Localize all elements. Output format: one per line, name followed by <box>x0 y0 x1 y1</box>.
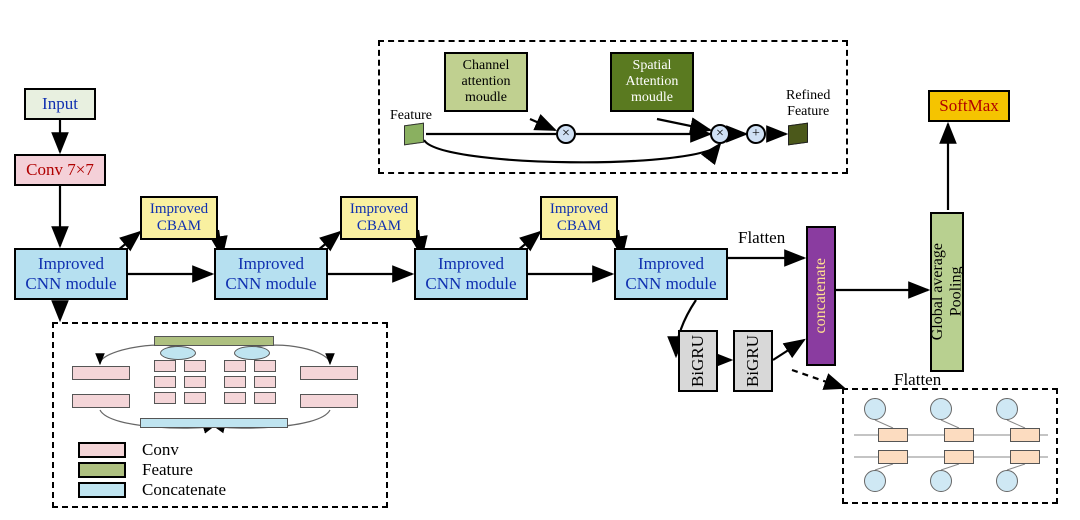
birgu-r2 <box>944 428 974 442</box>
cnn-module-3-label: Improved CNN module <box>425 254 516 293</box>
cbam-3: Improved CBAM <box>540 196 618 240</box>
refined-cube <box>788 123 808 146</box>
birgu-n4 <box>864 470 886 492</box>
softmax-block: SoftMax <box>928 90 1010 122</box>
mini-conv-c4 <box>184 360 206 372</box>
legend-feature-swatch <box>78 462 126 478</box>
mini-conv-c1 <box>154 360 176 372</box>
feature-label: Feature <box>390 108 432 124</box>
mini-conv-d6 <box>254 392 276 404</box>
channel-attention-module: Channel attention moudle <box>444 52 528 112</box>
mini-concat <box>140 418 288 428</box>
flatten-label-top: Flatten <box>738 228 785 248</box>
input-label: Input <box>42 94 78 114</box>
global-avg-pool-label: Global average Pooling <box>929 243 966 340</box>
concatenate-block: concatenate <box>806 226 836 366</box>
birgu-n6 <box>996 470 1018 492</box>
birgu-n2 <box>930 398 952 420</box>
birgu-r5 <box>944 450 974 464</box>
legend-concat-label: Concatenate <box>142 480 226 500</box>
mini-ellipse-1 <box>160 346 196 360</box>
cnn-module-1: Improved CNN module <box>14 248 128 300</box>
mini-conv-f <box>300 394 358 408</box>
mini-ellipse-2 <box>234 346 270 360</box>
mini-conv-c5 <box>184 376 206 388</box>
cbam-2-label: Improved CBAM <box>350 201 408 236</box>
cbam-1-label: Improved CBAM <box>150 201 208 236</box>
spatial-attention-label: Spatial Attention moudle <box>626 58 679 106</box>
birgu-n5 <box>930 470 952 492</box>
legend-conv-swatch <box>78 442 126 458</box>
mini-conv-c3 <box>154 392 176 404</box>
mini-conv-d4 <box>254 360 276 372</box>
cbam-2: Improved CBAM <box>340 196 418 240</box>
mini-conv-d2 <box>224 376 246 388</box>
cbam-1: Improved CBAM <box>140 196 218 240</box>
cbam-3-label: Improved CBAM <box>550 201 608 236</box>
concatenate-label: concatenate <box>812 258 830 334</box>
channel-attention-label: Channel attention moudle <box>462 58 511 106</box>
cnn-module-1-label: Improved CNN module <box>25 254 116 293</box>
mini-conv-c2 <box>154 376 176 388</box>
legend-concat-swatch <box>78 482 126 498</box>
bigru-2: BiGRU <box>733 330 773 392</box>
cnn-module-2-label: Improved CNN module <box>225 254 316 293</box>
mini-conv-d5 <box>254 376 276 388</box>
birgu-n1 <box>864 398 886 420</box>
legend-feature-label: Feature <box>142 460 193 480</box>
bigru-1: BiGRU <box>678 330 718 392</box>
cnn-module-3: Improved CNN module <box>414 248 528 300</box>
mini-conv-a <box>72 366 130 380</box>
cnn-module-4-label: Improved CNN module <box>625 254 716 293</box>
softmax-label: SoftMax <box>939 96 999 116</box>
multiply-op-1: × <box>556 124 576 144</box>
refined-feature-label: Refined Feature <box>786 88 830 120</box>
mini-conv-c6 <box>184 392 206 404</box>
global-avg-pool: Global average Pooling <box>930 212 964 372</box>
bigru-2-label: BiGRU <box>743 335 763 387</box>
birgu-r1 <box>878 428 908 442</box>
add-op: + <box>746 124 766 144</box>
spatial-attention-module: Spatial Attention moudle <box>610 52 694 112</box>
birgu-r6 <box>1010 450 1040 464</box>
mini-conv-d3 <box>224 392 246 404</box>
birgu-n3 <box>996 398 1018 420</box>
legend-conv-label: Conv <box>142 440 179 460</box>
mini-conv-e <box>300 366 358 380</box>
conv7-block: Conv 7×7 <box>14 154 106 186</box>
cnn-module-2: Improved CNN module <box>214 248 328 300</box>
flatten-label-bottom: Flatten <box>894 370 941 390</box>
mini-conv-b <box>72 394 130 408</box>
mini-feat-top <box>154 336 274 346</box>
feature-cube <box>404 123 424 146</box>
conv7-label: Conv 7×7 <box>26 160 94 180</box>
mini-conv-d1 <box>224 360 246 372</box>
cnn-module-4: Improved CNN module <box>614 248 728 300</box>
birgu-r4 <box>878 450 908 464</box>
multiply-op-2: × <box>710 124 730 144</box>
birgu-r3 <box>1010 428 1040 442</box>
input-block: Input <box>24 88 96 120</box>
bigru-1-label: BiGRU <box>688 335 708 387</box>
